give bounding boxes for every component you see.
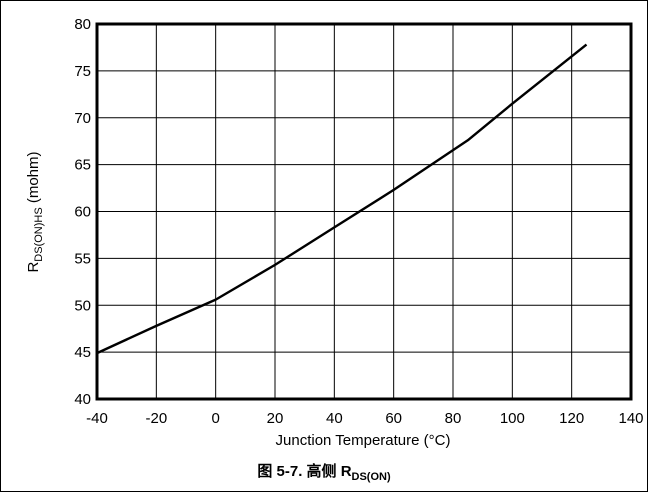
x-tick-label: 60 (385, 410, 402, 427)
y-tick-label: 45 (74, 344, 91, 361)
y-axis-label-suffix: (mohm) (25, 151, 42, 207)
caption-subscript: DS(ON) (352, 471, 391, 483)
x-tick-label: 0 (211, 410, 219, 427)
y-tick-label: 75 (74, 63, 91, 80)
x-tick-label: 140 (618, 410, 643, 427)
y-tick-label: 40 (74, 391, 91, 408)
x-tick-label: 20 (267, 410, 284, 427)
y-tick-label: 55 (74, 250, 91, 267)
y-tick-label: 65 (74, 157, 91, 174)
x-tick-labels: -40 -20 0 20 40 60 80 100 120 140 (86, 410, 643, 427)
x-tick-label: -40 (86, 410, 108, 427)
series-line-group (96, 43, 588, 355)
y-tick-label: 70 (74, 110, 91, 127)
caption-prefix: 图 5-7. 高侧 R (257, 462, 351, 480)
y-tick-label: 80 (74, 16, 91, 33)
grid-lines (97, 24, 631, 399)
y-axis-label-subscript: DS(ON)HS (33, 207, 45, 261)
y-axis-label-main: R (25, 262, 42, 273)
figure-caption: 图 5-7. 高侧 RDS(ON) (257, 462, 391, 483)
y-tick-label: 60 (74, 204, 91, 221)
x-axis-label: Junction Temperature (°C) (276, 432, 451, 449)
x-tick-label: 80 (445, 410, 462, 427)
y-axis-label: RDS(ON)HS (mohm) (25, 151, 45, 272)
y-tick-label: 50 (74, 297, 91, 314)
y-tick-labels: 40 45 50 55 60 65 70 75 80 (74, 16, 91, 408)
x-tick-label: 40 (326, 410, 343, 427)
series-line (96, 43, 588, 355)
x-tick-label: -20 (145, 410, 167, 427)
x-tick-label: 100 (500, 410, 525, 427)
plot-area-border (95, 22, 633, 401)
x-tick-label: 120 (559, 410, 584, 427)
